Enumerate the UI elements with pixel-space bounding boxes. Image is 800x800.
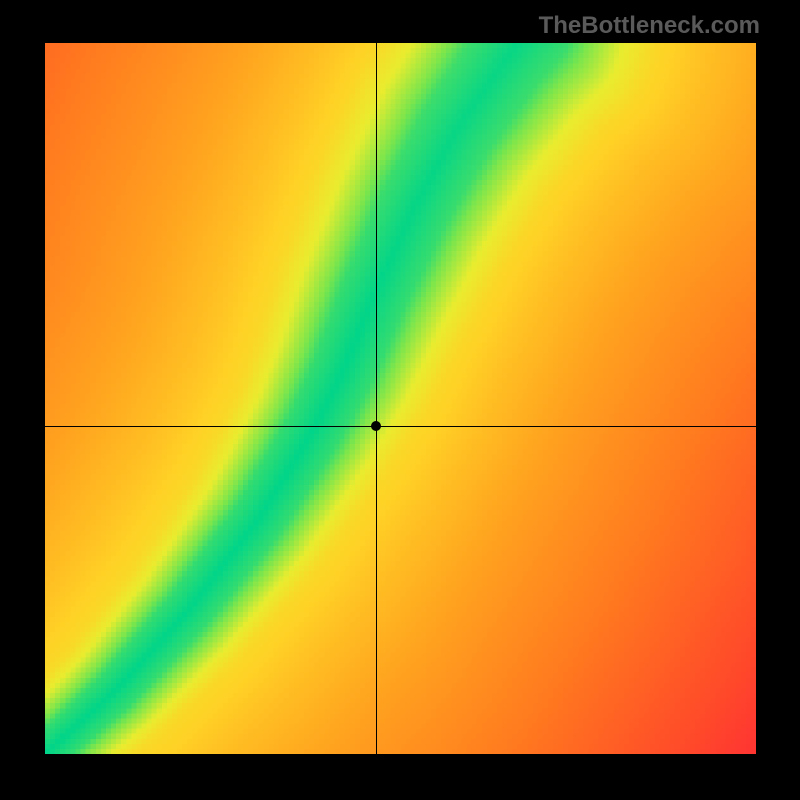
crosshair-vertical bbox=[376, 43, 377, 754]
bottleneck-heatmap-chart: TheBottleneck.com bbox=[0, 0, 800, 800]
watermark-text: TheBottleneck.com bbox=[539, 12, 760, 40]
crosshair-horizontal bbox=[45, 426, 756, 427]
heatmap-canvas bbox=[45, 43, 756, 754]
crosshair-marker bbox=[371, 421, 381, 431]
